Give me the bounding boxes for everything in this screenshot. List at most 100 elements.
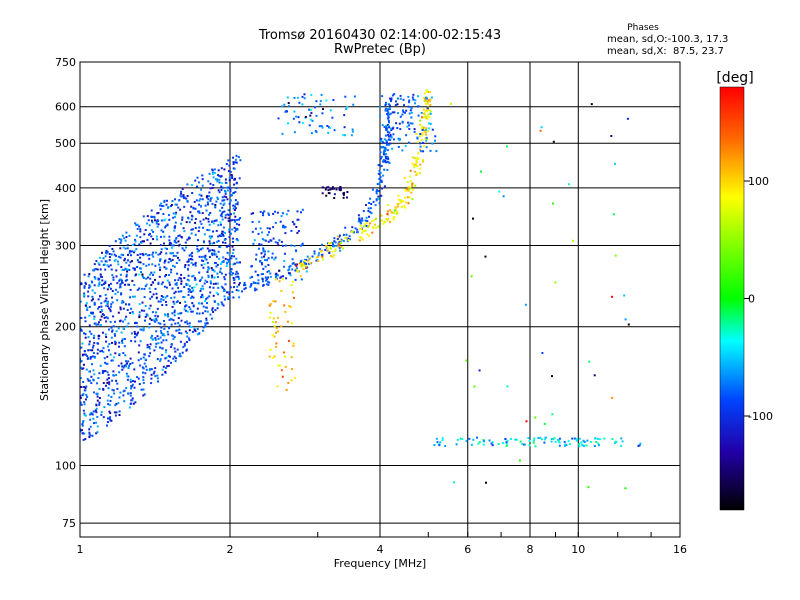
data-point bbox=[273, 355, 276, 358]
data-point bbox=[188, 237, 191, 240]
data-point bbox=[218, 245, 221, 248]
data-point bbox=[402, 110, 405, 113]
data-point bbox=[274, 241, 277, 244]
data-point bbox=[597, 442, 600, 445]
data-point bbox=[197, 302, 200, 305]
data-point bbox=[184, 241, 187, 244]
data-point bbox=[164, 218, 167, 221]
data-point bbox=[213, 250, 216, 253]
data-point bbox=[143, 240, 145, 243]
data-point bbox=[259, 227, 262, 230]
data-point bbox=[116, 382, 119, 385]
data-point bbox=[534, 445, 537, 448]
data-point bbox=[380, 146, 383, 149]
data-point bbox=[267, 240, 270, 243]
data-point bbox=[250, 284, 253, 287]
data-point bbox=[192, 289, 195, 292]
data-point bbox=[101, 251, 103, 254]
data-point bbox=[514, 438, 517, 441]
data-point bbox=[307, 259, 310, 262]
data-point bbox=[146, 222, 149, 225]
data-point bbox=[201, 174, 204, 177]
data-point bbox=[177, 286, 180, 289]
data-point bbox=[180, 195, 183, 198]
data-point bbox=[161, 373, 164, 376]
data-point bbox=[281, 132, 284, 135]
data-point bbox=[334, 248, 337, 251]
data-point bbox=[91, 434, 94, 437]
data-point bbox=[82, 392, 85, 395]
data-point bbox=[205, 306, 208, 309]
data-point bbox=[165, 367, 167, 369]
data-point bbox=[328, 192, 331, 195]
data-point bbox=[200, 248, 202, 251]
data-point bbox=[103, 287, 106, 290]
data-point bbox=[380, 179, 383, 182]
data-point bbox=[124, 239, 127, 242]
data-point bbox=[205, 209, 208, 212]
data-point bbox=[399, 97, 402, 100]
data-point bbox=[211, 186, 214, 189]
data-point bbox=[120, 293, 123, 296]
data-point bbox=[367, 207, 370, 210]
data-point bbox=[188, 329, 191, 332]
data-point bbox=[106, 264, 109, 267]
data-point bbox=[190, 232, 193, 235]
data-point bbox=[425, 110, 428, 112]
data-point bbox=[333, 237, 336, 240]
data-point bbox=[121, 234, 124, 237]
phases-title: Phases bbox=[627, 23, 659, 33]
data-point bbox=[138, 243, 141, 246]
data-point bbox=[80, 366, 82, 369]
data-point bbox=[119, 308, 122, 311]
data-point bbox=[118, 396, 121, 399]
data-point bbox=[150, 382, 153, 385]
data-point bbox=[207, 198, 210, 201]
data-point bbox=[120, 238, 123, 241]
data-point bbox=[291, 291, 294, 294]
data-point bbox=[85, 394, 88, 396]
data-point bbox=[150, 209, 153, 212]
data-point bbox=[300, 278, 303, 281]
data-point bbox=[177, 290, 180, 293]
data-point bbox=[381, 160, 384, 163]
data-point bbox=[188, 306, 191, 309]
data-point bbox=[208, 223, 211, 226]
data-point bbox=[377, 172, 380, 175]
data-point bbox=[143, 233, 146, 236]
data-point bbox=[234, 203, 237, 206]
data-point bbox=[226, 258, 229, 261]
data-point bbox=[384, 150, 387, 152]
data-point bbox=[131, 383, 134, 386]
data-point bbox=[149, 290, 152, 293]
data-point bbox=[118, 354, 121, 357]
data-point bbox=[118, 278, 121, 281]
data-point bbox=[244, 287, 247, 290]
data-point bbox=[281, 375, 284, 378]
data-point bbox=[295, 115, 298, 118]
data-point bbox=[222, 241, 224, 244]
data-point bbox=[107, 349, 110, 352]
data-point bbox=[80, 430, 82, 433]
data-point bbox=[157, 342, 160, 345]
data-point bbox=[89, 425, 92, 428]
data-point bbox=[93, 341, 96, 344]
data-point bbox=[139, 364, 142, 367]
data-point bbox=[136, 325, 139, 328]
data-point bbox=[125, 231, 128, 234]
data-point bbox=[198, 271, 201, 274]
data-point bbox=[174, 350, 177, 353]
data-point bbox=[505, 444, 508, 447]
data-point bbox=[137, 261, 140, 264]
data-point bbox=[105, 340, 108, 343]
data-point bbox=[176, 329, 179, 332]
data-point bbox=[232, 204, 235, 207]
data-point bbox=[150, 219, 153, 222]
data-point bbox=[204, 325, 207, 327]
data-point bbox=[200, 296, 202, 299]
data-point bbox=[159, 208, 162, 211]
data-point bbox=[210, 196, 213, 199]
data-point bbox=[148, 369, 151, 372]
data-point bbox=[303, 93, 306, 96]
data-point bbox=[205, 217, 208, 220]
